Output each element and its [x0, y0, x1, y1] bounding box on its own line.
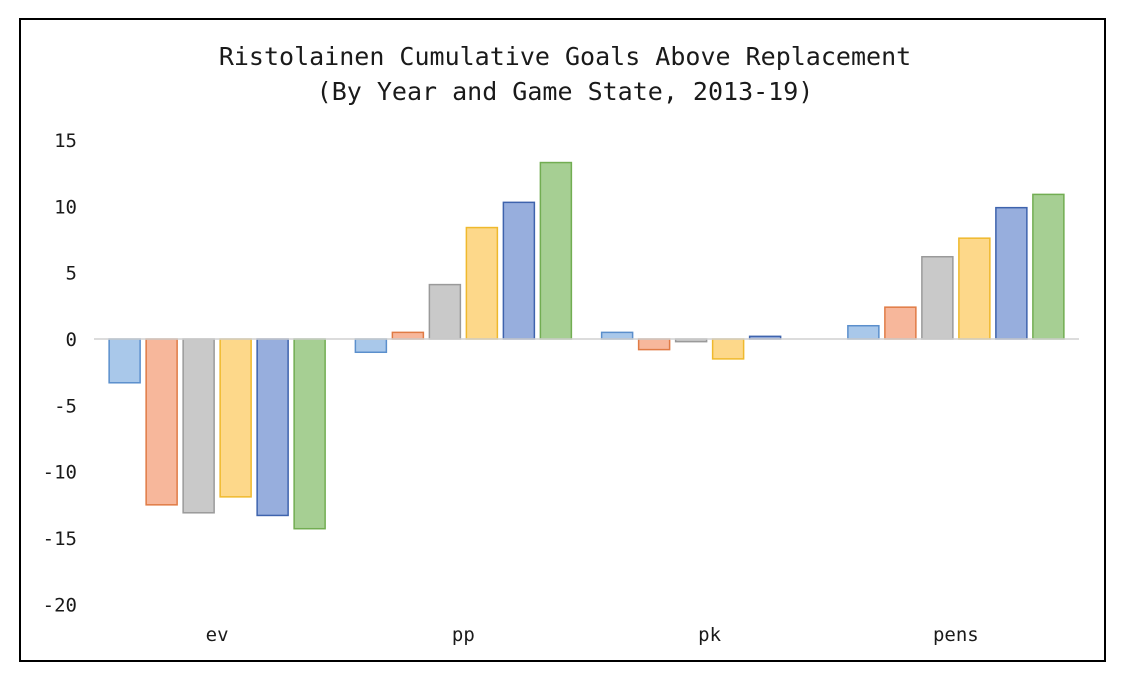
bar-ev-series-6 [293, 338, 326, 530]
category-label-ev: ev [206, 624, 229, 646]
bar-pk-series-2 [637, 338, 671, 351]
bar-pp-series-1 [354, 338, 388, 354]
y-tick-label: -20 [43, 594, 77, 616]
bar-pens-series-5 [995, 206, 1028, 340]
bar-pk-series-4 [711, 338, 745, 360]
y-axis-ticks: 15 10 5 0 -5 -10 -15 -20 [43, 130, 77, 616]
bar-pp-series-4 [465, 226, 499, 340]
chart-title: Ristolainen Cumulative Goals Above Repla… [219, 42, 911, 71]
bar-pp-series-3 [428, 283, 462, 340]
y-tick-label: -15 [43, 528, 77, 550]
bar-ev-series-5 [256, 338, 289, 517]
bar-ev-series-1 [108, 338, 141, 384]
bar-ev-series-3 [182, 338, 215, 514]
chart-subtitle: (By Year and Game State, 2013-19) [317, 77, 814, 106]
y-tick-label: 5 [66, 263, 77, 285]
bar-pens-series-1 [847, 324, 880, 340]
bar-pens-series-4 [958, 237, 991, 340]
bar-pens-series-2 [884, 306, 917, 340]
bar-chart: Ristolainen Cumulative Goals Above Repla… [43, 42, 1079, 646]
category-label-pp: pp [452, 624, 475, 646]
bar-ev-series-2 [145, 338, 178, 506]
y-tick-label: 0 [66, 329, 77, 351]
bar-pp-series-5 [502, 201, 536, 340]
chart-frame: Ristolainen Cumulative Goals Above Repla… [19, 18, 1106, 662]
bars [108, 161, 1065, 530]
bar-ev-series-4 [219, 338, 252, 498]
bar-pk-series-1 [600, 331, 634, 340]
bar-pens-series-6 [1032, 193, 1065, 340]
y-tick-label: -5 [54, 395, 77, 417]
bar-pp-series-6 [539, 161, 573, 340]
y-tick-label: 10 [54, 196, 77, 218]
category-label-pens: pens [933, 624, 979, 646]
bar-pp-series-2 [391, 331, 425, 340]
y-tick-label: -10 [43, 462, 77, 484]
bar-pens-series-3 [921, 255, 954, 340]
category-labels: ev pp pk pens [206, 624, 979, 646]
category-label-pk: pk [698, 624, 721, 646]
y-tick-label: 15 [54, 130, 77, 152]
